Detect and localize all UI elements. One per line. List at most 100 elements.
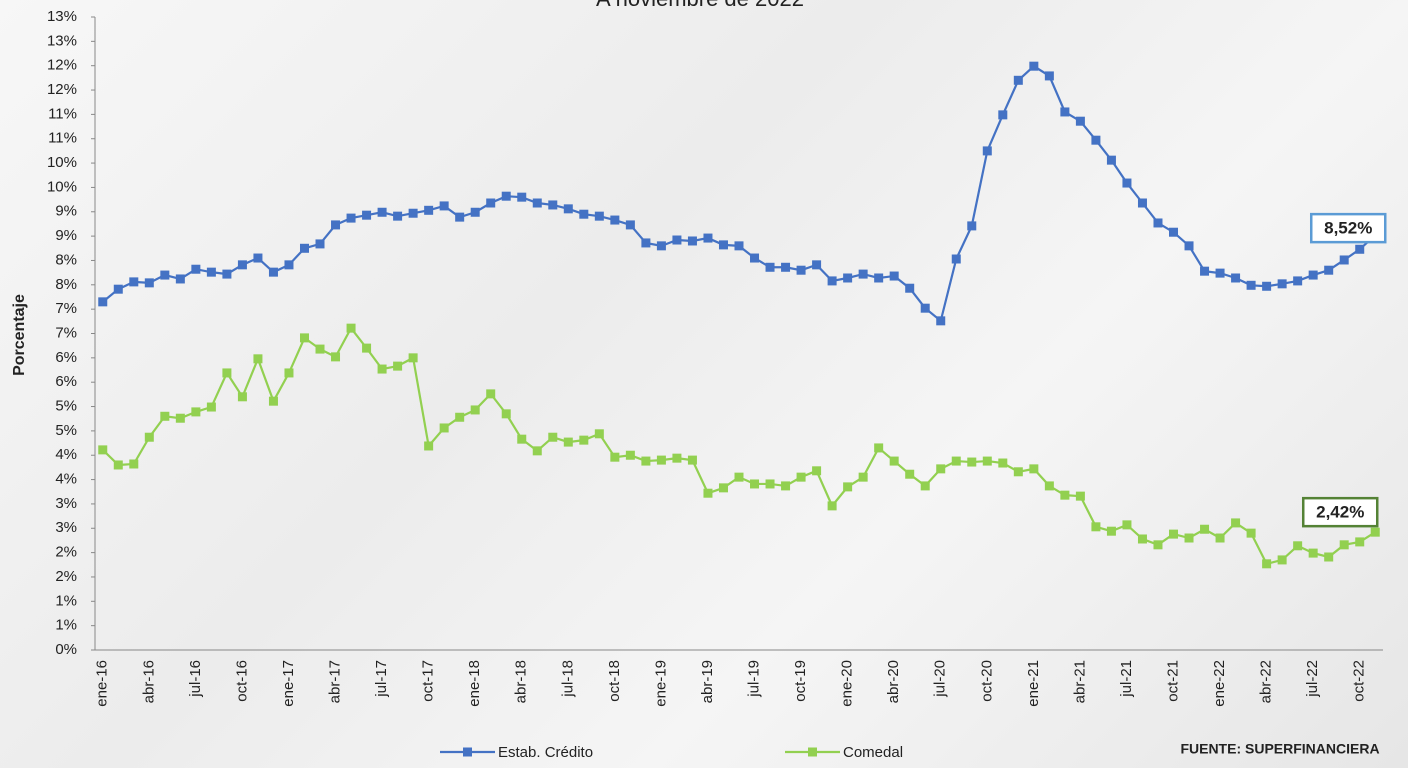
point-marker	[1355, 244, 1365, 254]
x-tick-label: oct-20	[978, 660, 995, 702]
point-marker	[594, 211, 604, 221]
point-marker	[796, 265, 806, 275]
point-marker	[1324, 265, 1334, 275]
point-marker	[905, 469, 915, 479]
source-note: FUENTE: SUPERFINANCIERA	[1180, 741, 1379, 757]
point-marker	[982, 456, 992, 466]
y-tick-label: 9%	[55, 227, 77, 244]
point-marker	[827, 276, 837, 286]
y-tick-label: 5%	[55, 398, 77, 415]
x-tick-label: oct-19	[792, 660, 809, 702]
y-tick-label: 2%	[55, 544, 77, 561]
data-label: 8,52%	[1324, 219, 1372, 238]
legend-label: Estab. Crédito	[498, 744, 593, 761]
point-marker	[951, 254, 961, 264]
x-tick-label: jul-18	[559, 660, 576, 698]
point-marker	[1106, 526, 1116, 536]
point-marker	[331, 352, 341, 362]
y-tick-label: 10%	[47, 178, 77, 195]
point-marker	[470, 405, 480, 415]
point-marker	[486, 198, 496, 208]
point-marker	[905, 283, 915, 293]
point-marker	[315, 344, 325, 354]
point-marker	[1184, 533, 1194, 543]
point-marker	[1200, 266, 1210, 276]
x-tick-label: abr-18	[513, 660, 530, 703]
y-tick-label: 12%	[47, 81, 77, 98]
point-marker	[858, 269, 868, 279]
x-tick-label: oct-22	[1351, 660, 1368, 702]
point-marker	[858, 472, 868, 482]
legend-label: Comedal	[843, 744, 903, 761]
point-marker	[346, 213, 356, 223]
point-marker	[610, 452, 620, 462]
point-marker	[113, 284, 123, 294]
point-marker	[563, 204, 573, 214]
point-marker	[812, 260, 822, 270]
point-marker	[1044, 481, 1054, 491]
point-marker	[501, 191, 511, 201]
point-marker	[967, 457, 977, 467]
point-marker	[1215, 533, 1225, 543]
x-tick-label: abr-16	[140, 660, 157, 703]
point-marker	[222, 269, 232, 279]
point-marker	[687, 236, 697, 246]
point-marker	[98, 297, 108, 307]
point-marker	[843, 482, 853, 492]
point-marker	[1044, 71, 1054, 81]
y-tick-label: 1%	[55, 617, 77, 634]
point-marker	[1184, 241, 1194, 251]
y-tick-label: 8%	[55, 251, 77, 268]
point-marker	[532, 198, 542, 208]
point-marker	[191, 407, 201, 417]
point-marker	[1339, 255, 1349, 265]
y-tick-label: 8%	[55, 276, 77, 293]
data-label: 2,42%	[1316, 503, 1364, 522]
point-marker	[1308, 270, 1318, 280]
point-marker	[998, 458, 1008, 468]
point-marker	[129, 277, 139, 287]
y-tick-label: 3%	[55, 519, 77, 536]
point-marker	[889, 271, 899, 281]
point-marker	[1262, 281, 1272, 291]
point-marker	[703, 488, 713, 498]
point-marker	[129, 459, 139, 469]
y-tick-label: 10%	[47, 154, 77, 171]
point-marker	[656, 241, 666, 251]
point-marker	[750, 253, 760, 263]
point-marker	[1231, 273, 1241, 283]
y-tick-label: 7%	[55, 324, 77, 341]
x-tick-label: abr-21	[1071, 660, 1088, 703]
point-marker	[1293, 276, 1303, 286]
point-marker	[284, 368, 294, 378]
point-marker	[967, 221, 977, 231]
point-marker	[268, 396, 278, 406]
point-marker	[377, 207, 387, 217]
y-tick-label: 6%	[55, 349, 77, 366]
point-marker	[1246, 280, 1256, 290]
x-tick-label: abr-20	[885, 660, 902, 703]
point-marker	[781, 262, 791, 272]
point-marker	[160, 270, 170, 280]
point-marker	[812, 466, 822, 476]
point-marker	[1355, 537, 1365, 547]
point-marker	[424, 205, 434, 215]
point-marker	[393, 211, 403, 221]
legend-marker	[808, 747, 817, 757]
point-marker	[563, 437, 573, 447]
point-marker	[827, 501, 837, 511]
point-marker	[672, 235, 682, 245]
point-marker	[1262, 559, 1272, 569]
point-marker	[501, 409, 511, 419]
point-marker	[1370, 527, 1380, 537]
series: 8,52%	[98, 61, 1387, 326]
point-marker	[641, 456, 651, 466]
point-marker	[1060, 107, 1070, 117]
x-tick-label: ene-20	[839, 660, 856, 707]
point-marker	[656, 455, 666, 465]
point-marker	[1153, 218, 1163, 228]
point-marker	[346, 323, 356, 333]
point-marker	[1060, 490, 1070, 500]
point-marker	[1339, 540, 1349, 550]
point-marker	[532, 446, 542, 456]
